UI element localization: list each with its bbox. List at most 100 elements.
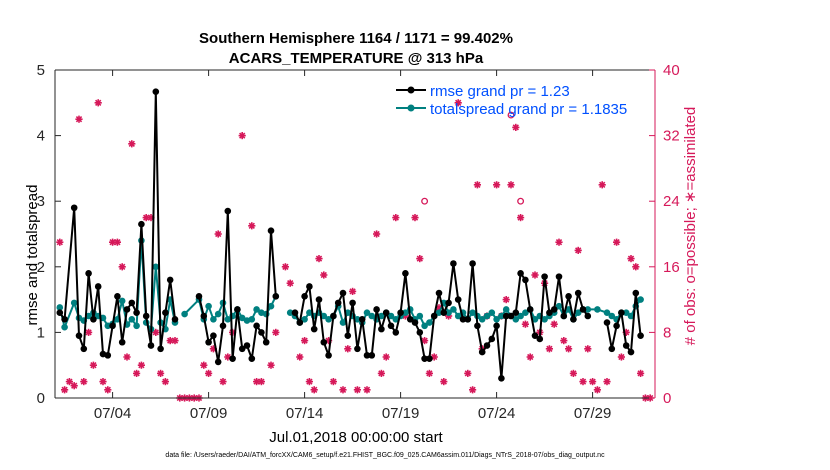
obs-asterisk-stroke	[517, 214, 524, 221]
obs-assimilated-point-20	[152, 328, 160, 336]
rmse-point	[517, 270, 524, 277]
obs-asterisk-stroke	[99, 378, 107, 385]
rmse-point	[421, 355, 428, 362]
obs-asterisk-stroke	[75, 116, 83, 123]
totalspread-point	[267, 302, 275, 310]
obs-assimilated-point-1	[61, 386, 69, 394]
totalspread-point	[387, 312, 395, 320]
obs-assimilated-point-11	[109, 238, 117, 246]
obs-asterisk-stroke	[579, 378, 587, 385]
obs-assimilated-point-45	[296, 353, 304, 361]
rmse-point	[440, 309, 448, 317]
rmse-point	[142, 312, 150, 320]
obs-asterisk-stroke	[339, 386, 347, 393]
obs-assimilated-point-49	[315, 255, 323, 263]
y-right-tick-label: 24	[663, 193, 680, 210]
obs-assimilated-point-52	[329, 378, 337, 386]
obs-asterisk-stroke	[522, 321, 529, 328]
rmse-point	[488, 335, 496, 343]
x-tick-label: 07/04	[94, 405, 132, 422]
rmse-point	[90, 315, 97, 323]
rmse-point	[402, 270, 409, 277]
obs-asterisk-stroke	[527, 353, 534, 361]
totalspread-point	[637, 296, 644, 303]
rmse-point	[627, 348, 635, 356]
totalspread-point	[70, 299, 78, 307]
rmse-point	[94, 283, 102, 290]
obs-asterisk-stroke	[627, 255, 635, 262]
obs-assimilated-point-6	[85, 328, 93, 336]
obs-asterisk-stroke	[575, 247, 582, 254]
rmse-point	[262, 338, 270, 346]
rmse-point	[618, 309, 625, 317]
totalspread-point	[56, 304, 64, 311]
obs-asterisk-stroke	[114, 239, 121, 246]
obs-asterisk-stroke	[570, 370, 577, 377]
legend: rmse grand pr = 1.23 totalspread grand p…	[396, 83, 627, 118]
rmse-point	[469, 260, 476, 267]
rmse-point	[320, 338, 328, 346]
totalspread-point	[531, 315, 539, 323]
obs-assimilated-point-59	[377, 369, 385, 377]
totalspread-point	[392, 315, 400, 323]
y-axis-label-right: # of obs: o=possible; ∗=assimilated	[682, 107, 699, 346]
obs-asterisk-stroke	[507, 181, 515, 188]
obs-asterisk-stroke	[128, 140, 135, 147]
obs-assimilated-point-30	[200, 361, 208, 369]
series-layer	[56, 88, 644, 382]
rmse-point	[104, 352, 112, 359]
totalspread-point	[435, 309, 443, 317]
totalspread-point	[502, 306, 510, 313]
rmse-point	[493, 322, 500, 330]
obs-assimilated-point-99	[598, 181, 606, 189]
rmse-point	[253, 322, 260, 330]
totalspread-point	[181, 310, 188, 318]
obs-asterisk-stroke	[61, 386, 68, 393]
obs-assimilated-point-91	[560, 337, 568, 345]
rmse-point	[464, 315, 472, 323]
obs-asterisk-stroke	[90, 362, 97, 369]
rmse-point	[507, 312, 515, 320]
totalspread-point	[306, 309, 313, 317]
obs-assimilated-point-80	[507, 181, 515, 189]
obs-assimilated-point-10	[104, 386, 112, 394]
obs-asterisk-stroke	[503, 296, 510, 303]
obs-asterisk-stroke	[200, 362, 207, 369]
obs-assimilated-point-58	[373, 230, 381, 238]
obs-assimilated-point-84	[526, 353, 534, 361]
rmse-point	[382, 309, 390, 317]
x-tick-label: 07/09	[190, 405, 228, 422]
rmse-point	[445, 299, 452, 307]
obs-assimilated-point-98	[593, 386, 601, 394]
totalspread-point	[493, 315, 500, 323]
x-tick-label: 07/14	[286, 405, 324, 422]
rmse-point	[114, 293, 121, 300]
obs-asterisk-stroke	[219, 378, 227, 385]
obs-assimilated-point-44	[286, 279, 294, 287]
obs-assimilated-point-22	[161, 378, 169, 386]
obs-asterisk-stroke	[282, 263, 289, 270]
obs-assimilated-point-33	[214, 230, 222, 238]
obs-asterisk-stroke	[594, 386, 601, 393]
obs-assimilated-point-73	[469, 386, 477, 394]
obs-asterisk-stroke	[411, 214, 419, 221]
rmse-point	[166, 276, 174, 284]
obs-assimilated-point-100	[603, 378, 611, 386]
rmse-line-segment-3	[606, 292, 642, 354]
rmse-point	[608, 345, 616, 353]
obs-asterisk-stroke	[287, 280, 294, 287]
totalspread-point	[498, 312, 505, 320]
rmse-point	[622, 342, 630, 349]
obs-assimilated-point-95	[579, 378, 587, 386]
rmse-point	[632, 289, 640, 297]
obs-asterisk-stroke	[123, 353, 131, 361]
y-right-tick-label: 0	[663, 390, 671, 407]
rmse-point	[397, 309, 404, 317]
obs-assimilated-point-12	[113, 238, 121, 246]
obs-asterisk-stroke	[344, 345, 351, 352]
obs-asterisk-stroke	[162, 378, 169, 385]
obs-assimilated-point-50	[320, 271, 328, 279]
y-left-tick-label: 4	[37, 128, 45, 145]
obs-assimilated-point-72	[464, 369, 472, 377]
